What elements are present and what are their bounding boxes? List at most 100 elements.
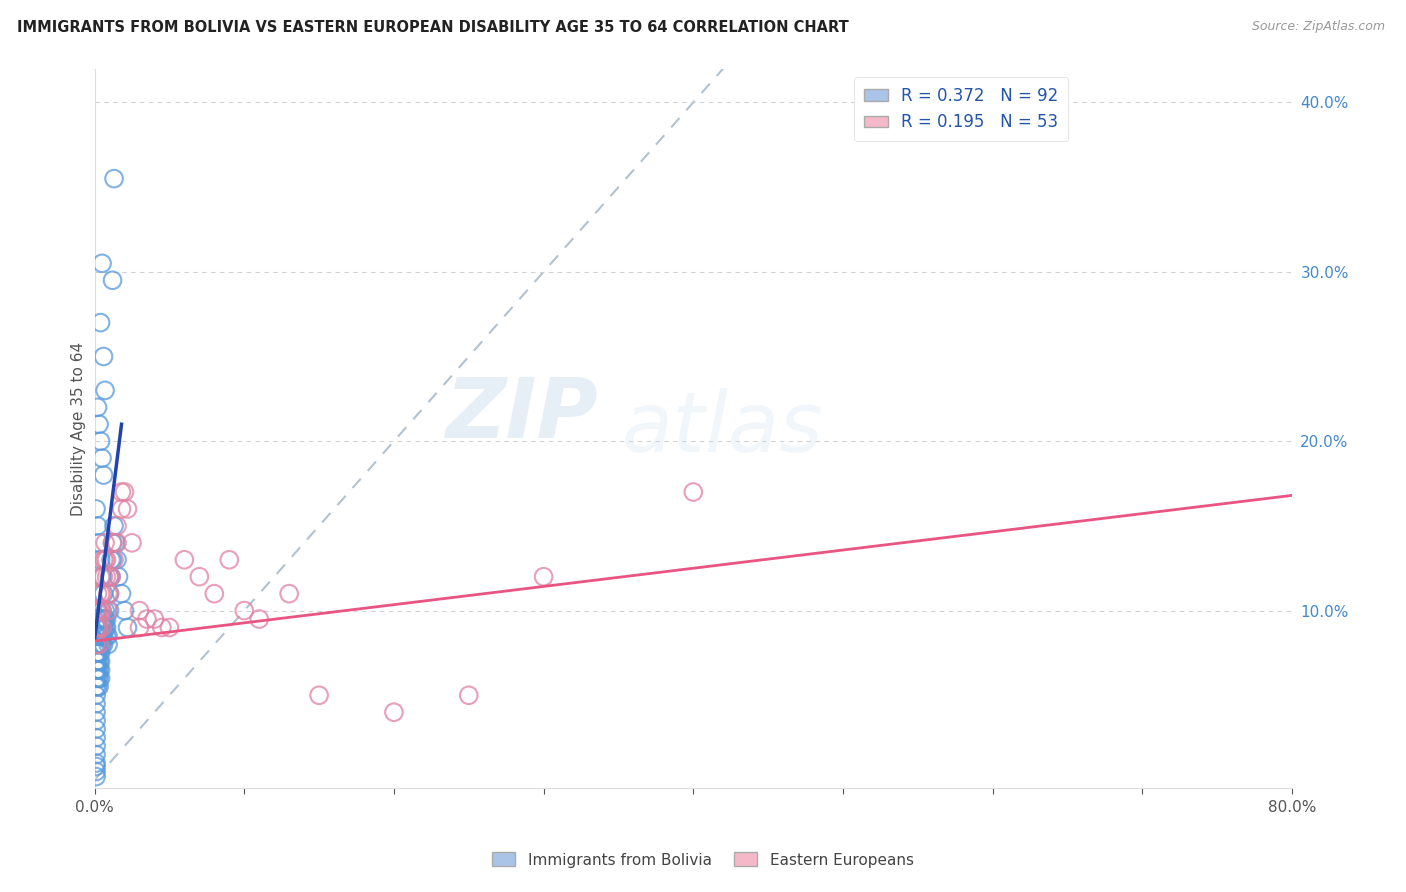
Text: IMMIGRANTS FROM BOLIVIA VS EASTERN EUROPEAN DISABILITY AGE 35 TO 64 CORRELATION : IMMIGRANTS FROM BOLIVIA VS EASTERN EUROP… <box>17 20 849 35</box>
Point <box>84 604 107 618</box>
Point <box>98 587 121 601</box>
Point <box>96 570 118 584</box>
Point <box>157 621 180 635</box>
Point <box>173 553 195 567</box>
Point <box>86 646 108 660</box>
Point <box>117 502 139 516</box>
Point <box>84 621 107 635</box>
Point <box>87 671 110 685</box>
Point <box>682 485 704 500</box>
Point <box>278 587 301 601</box>
Point <box>98 570 121 584</box>
Point <box>86 621 108 635</box>
Point <box>91 621 114 635</box>
Point <box>98 570 121 584</box>
Point <box>247 612 270 626</box>
Point <box>101 536 124 550</box>
Point <box>87 417 110 432</box>
Point <box>382 705 405 719</box>
Point <box>110 587 132 601</box>
Point <box>110 485 132 500</box>
Point <box>90 654 112 668</box>
Point <box>105 519 128 533</box>
Point <box>87 621 110 635</box>
Point <box>84 705 107 719</box>
Point <box>91 612 114 626</box>
Point <box>87 646 110 660</box>
Point <box>233 604 256 618</box>
Point <box>121 536 143 550</box>
Point <box>93 637 115 651</box>
Point <box>94 604 117 618</box>
Point <box>84 770 107 784</box>
Point <box>94 621 117 635</box>
Point <box>91 256 114 270</box>
Point <box>87 604 110 618</box>
Point <box>84 756 107 770</box>
Point <box>308 688 330 702</box>
Point <box>87 536 110 550</box>
Point <box>93 621 115 635</box>
Point <box>117 621 139 635</box>
Point <box>93 350 115 364</box>
Point <box>96 612 118 626</box>
Point <box>84 714 107 728</box>
Point <box>457 688 479 702</box>
Point <box>94 612 117 626</box>
Point <box>90 646 112 660</box>
Point <box>86 519 108 533</box>
Point <box>128 621 150 635</box>
Point <box>84 663 107 677</box>
Point <box>91 570 114 584</box>
Point <box>84 671 107 685</box>
Point <box>90 316 112 330</box>
Point <box>86 629 108 643</box>
Point <box>90 637 112 651</box>
Point <box>94 384 117 398</box>
Point <box>86 680 108 694</box>
Point <box>86 637 108 651</box>
Point <box>90 553 112 567</box>
Point <box>143 612 166 626</box>
Point <box>84 759 107 773</box>
Point <box>84 731 107 745</box>
Point <box>103 171 125 186</box>
Point <box>86 612 108 626</box>
Point <box>101 273 124 287</box>
Point <box>90 671 112 685</box>
Point <box>84 680 107 694</box>
Text: Source: ZipAtlas.com: Source: ZipAtlas.com <box>1251 20 1385 33</box>
Point <box>91 629 114 643</box>
Point <box>84 764 107 779</box>
Point <box>96 553 118 567</box>
Point <box>84 637 107 651</box>
Point <box>90 434 112 449</box>
Point <box>107 570 129 584</box>
Point <box>87 680 110 694</box>
Point <box>91 604 114 618</box>
Point <box>97 587 120 601</box>
Point <box>91 621 114 635</box>
Point <box>94 553 117 567</box>
Point <box>86 621 108 635</box>
Point <box>100 570 122 584</box>
Point <box>90 587 112 601</box>
Point <box>93 629 115 643</box>
Point <box>93 587 115 601</box>
Point <box>97 604 120 618</box>
Point <box>91 637 114 651</box>
Point <box>96 629 118 643</box>
Point <box>100 570 122 584</box>
Point <box>84 629 107 643</box>
Point <box>90 570 112 584</box>
Point <box>84 502 107 516</box>
Point <box>94 536 117 550</box>
Point <box>136 612 159 626</box>
Point <box>87 629 110 643</box>
Point <box>90 604 112 618</box>
Text: ZIP: ZIP <box>444 374 598 455</box>
Point <box>150 621 173 635</box>
Point <box>87 663 110 677</box>
Point <box>91 604 114 618</box>
Point <box>100 553 122 567</box>
